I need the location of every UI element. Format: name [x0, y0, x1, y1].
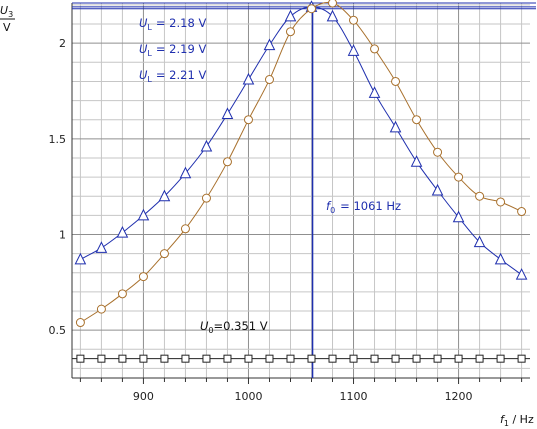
square-marker — [118, 354, 127, 363]
triangle-marker — [452, 210, 465, 223]
triangle-marker — [242, 72, 255, 85]
triangle-marker — [179, 166, 192, 179]
square-marker — [496, 354, 505, 363]
circle-marker — [75, 318, 85, 328]
square-marker — [160, 354, 169, 363]
circle-marker — [201, 193, 211, 203]
triangle-marker — [389, 120, 402, 133]
ul-label-2: UL = 2.19 V — [139, 42, 206, 58]
y-axis-unit: V — [3, 21, 11, 34]
x-tick-label: 1000 — [234, 390, 262, 403]
triangle-marker — [200, 139, 213, 152]
circle-marker — [433, 147, 443, 157]
f0-label: f0 = 1061 Hz — [326, 199, 401, 215]
square-marker — [475, 354, 484, 363]
triangle-marker — [347, 44, 360, 56]
x-axis-unit: / Hz — [509, 413, 534, 426]
ul-annotations: UL = 2.18 V UL = 2.19 V UL = 2.21 V — [139, 16, 206, 84]
triangle-marker — [494, 252, 507, 265]
triangle-marker — [95, 241, 108, 253]
square-marker — [370, 354, 379, 363]
u0-label: U0=0.351 V — [200, 319, 268, 335]
y-axis-label: U3 V — [0, 4, 15, 34]
y-tick-label: 1.5 — [49, 133, 67, 146]
triangle-marker — [137, 208, 150, 221]
square-marker — [202, 354, 211, 363]
series-layer — [74, 0, 528, 363]
square-marker — [76, 354, 85, 363]
circle-marker — [180, 224, 190, 234]
circle-marker — [96, 304, 106, 314]
triangle-marker — [368, 86, 381, 98]
triangle-marker — [326, 9, 339, 22]
triangle-marker — [431, 183, 444, 196]
x-axis-symbol: f — [500, 413, 506, 426]
square-marker — [223, 354, 232, 363]
square-marker — [97, 354, 106, 363]
y-tick-label: 0.5 — [49, 324, 67, 337]
square-marker — [391, 354, 400, 363]
triangle-marker — [158, 189, 171, 202]
square-marker — [244, 354, 253, 363]
y-axis-symbol: U — [0, 4, 8, 17]
x-tick-label: 1200 — [445, 390, 473, 403]
circle-marker — [222, 157, 232, 167]
triangle-marker — [221, 107, 234, 119]
ul-label-3: UL = 2.21 V — [139, 68, 206, 84]
circle-marker — [412, 115, 422, 125]
circle-marker — [307, 4, 317, 14]
svg-text:f1 / Hz: f1 / Hz — [500, 413, 534, 428]
circle-marker — [475, 191, 485, 201]
square-marker — [433, 354, 442, 363]
circle-marker — [454, 172, 464, 182]
grid — [72, 3, 530, 378]
circle-marker — [264, 75, 274, 85]
x-axis-label: f1 / Hz — [500, 413, 534, 428]
square-marker — [139, 354, 148, 363]
circle-marker — [243, 115, 253, 125]
triangle-marker — [284, 9, 297, 22]
series-square — [76, 354, 526, 363]
circle-marker — [138, 272, 148, 282]
circle-marker — [349, 15, 359, 25]
triangle-marker — [515, 268, 528, 280]
x-tick-label: 1100 — [340, 390, 368, 403]
circle-marker — [285, 27, 295, 37]
triangle-marker — [116, 225, 129, 238]
svg-text:U3: U3 — [0, 4, 13, 19]
square-marker — [265, 354, 274, 363]
y-tick-label: 1 — [59, 229, 66, 242]
square-marker — [412, 354, 421, 363]
reference-lines — [72, 2, 536, 378]
triangle-marker — [410, 155, 423, 167]
series-line-triangle — [80, 6, 522, 276]
series-circle — [75, 0, 527, 328]
ul-label-1: UL = 2.18 V — [139, 16, 206, 32]
square-marker — [286, 354, 295, 363]
series-line-circle — [80, 1, 522, 323]
circle-marker — [328, 0, 338, 8]
square-marker — [181, 354, 190, 363]
circle-marker — [517, 207, 527, 217]
circle-marker — [391, 76, 401, 86]
x-tick-label: 900 — [133, 390, 154, 403]
triangle-marker — [473, 235, 486, 248]
triangle-marker — [263, 38, 276, 51]
circle-marker — [159, 249, 169, 259]
circle-marker — [117, 289, 127, 299]
square-marker — [307, 354, 316, 363]
x-axis-subscript: 1 — [504, 419, 509, 428]
square-marker — [328, 354, 337, 363]
tick-labels: 900 1000 1100 1200 0.5 1 1.5 2 — [49, 37, 473, 403]
square-marker — [454, 354, 463, 363]
square-marker — [349, 354, 358, 363]
circle-marker — [496, 197, 506, 207]
square-marker — [517, 354, 526, 363]
y-tick-label: 2 — [59, 37, 66, 50]
circle-marker — [370, 44, 380, 54]
triangle-marker — [74, 252, 87, 265]
plot-frame — [71, 3, 530, 384]
y-axis-subscript: 3 — [8, 10, 13, 19]
